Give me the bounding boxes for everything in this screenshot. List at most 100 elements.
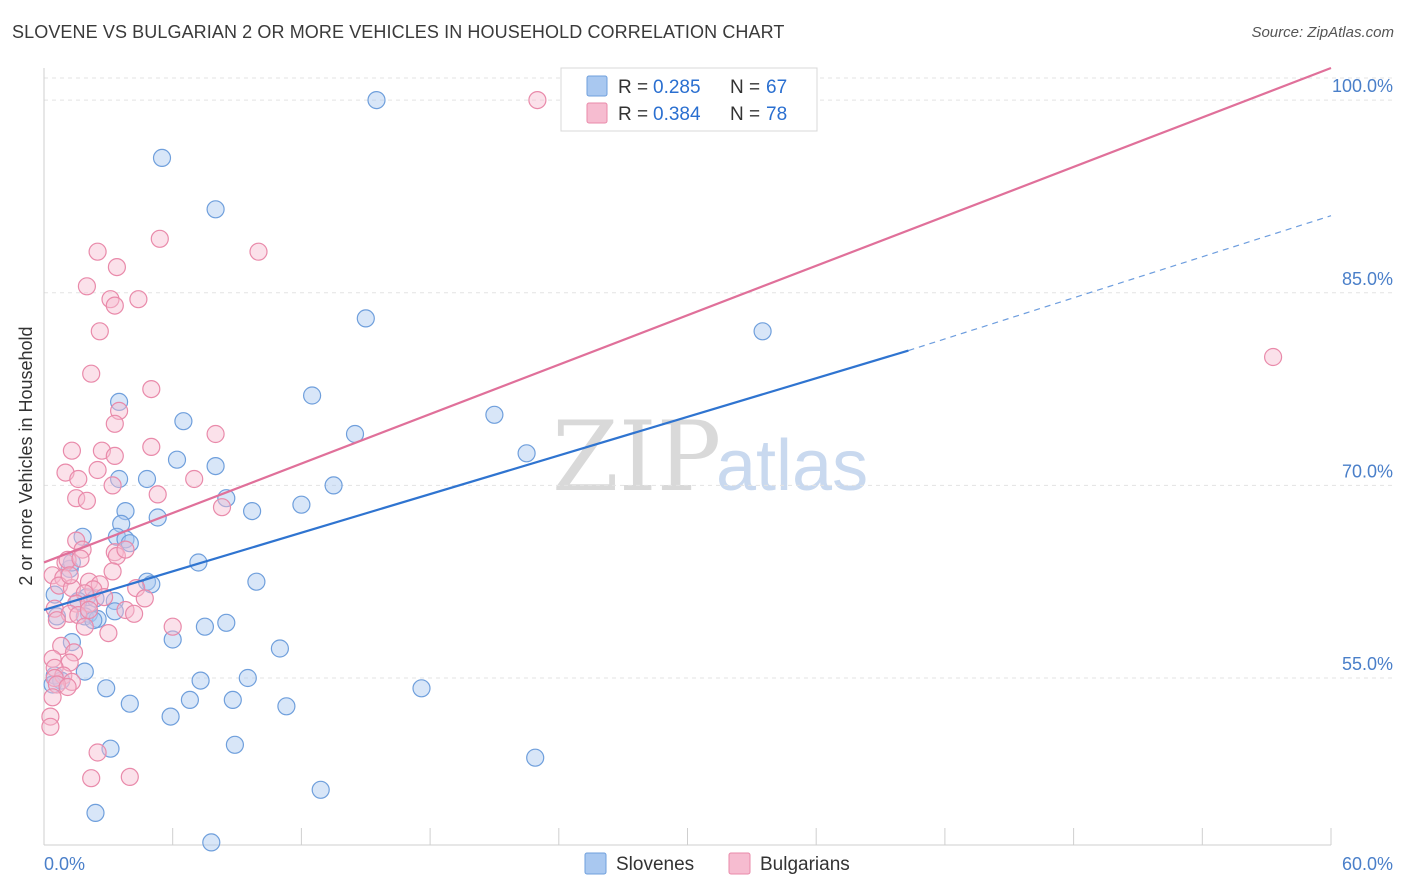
bulgarians-point	[103, 476, 122, 495]
y-tick-label: 70.0%	[1342, 461, 1393, 481]
legend-n-value-slovenes: 67	[766, 77, 787, 98]
slovenes-point	[753, 322, 772, 341]
slovenes-point	[277, 697, 296, 716]
y-tick-labels: 55.0% 70.0% 85.0% 100.0%	[1332, 76, 1393, 674]
bulgarians-point	[71, 549, 90, 568]
slovenes-point	[485, 405, 504, 424]
slovenes-point	[412, 679, 431, 698]
legend-swatch-slovenes	[586, 75, 608, 97]
slovenes-point	[191, 671, 210, 690]
bulgarians-point	[64, 643, 84, 662]
slovenes-point	[45, 585, 64, 604]
watermark-zip: ZIP	[552, 401, 721, 513]
legend-r-value-bulgarians: 0.384	[653, 104, 701, 125]
bulgarians-point	[142, 380, 161, 399]
bulgarians-point	[88, 242, 107, 261]
legend-n-label-1: N =	[730, 77, 760, 98]
bulgarians-point	[105, 296, 124, 315]
slovenes-point	[161, 707, 180, 726]
bottom-legend-swatch-slovenes	[584, 852, 607, 875]
legend-n-value-bulgarians: 78	[766, 104, 787, 125]
slovenes-point	[247, 572, 266, 591]
bulgarians-point	[67, 489, 86, 508]
bulgarians-point	[62, 441, 82, 460]
bulgarians-point	[206, 424, 225, 444]
bulgarians-point	[41, 707, 60, 726]
bulgarians-point	[249, 242, 268, 261]
slovenes-point	[97, 679, 116, 698]
bulgarians-point	[41, 717, 60, 736]
slovenes-point	[217, 613, 236, 632]
slovenes-point	[225, 735, 244, 754]
slovenes-point	[356, 309, 375, 328]
bulgarians-point	[82, 769, 101, 788]
slovenes-point	[303, 386, 322, 405]
slovenes-point	[206, 457, 225, 476]
bottom-legend-label-slovenes: Slovenes	[616, 854, 694, 875]
slovenes-point	[311, 780, 330, 799]
slovenes-point	[243, 502, 262, 521]
bulgarians-point	[212, 498, 232, 517]
slovenes-point	[292, 495, 311, 514]
bulgarians-point	[69, 605, 88, 625]
bulgarians-point	[75, 617, 94, 636]
slovenes-point	[163, 630, 182, 649]
slovenes-point	[517, 444, 536, 463]
bulgarians-point	[163, 617, 182, 636]
bulgarians-point	[105, 446, 124, 465]
x-tick-label-min: 0.0%	[44, 854, 85, 874]
x-ticks	[43, 828, 1332, 845]
slovenes-point	[526, 748, 545, 767]
bulgarians-point	[47, 611, 67, 630]
bulgarians-point	[528, 90, 547, 110]
bulgarians-point	[90, 322, 109, 341]
bulgarians-point	[43, 688, 62, 707]
bulgarians-point	[77, 491, 97, 510]
slovenes-point	[324, 476, 343, 495]
slovenes-point	[195, 617, 214, 636]
slovenes-point	[202, 833, 221, 852]
slovenes-point	[367, 90, 386, 110]
y-tick-label: 85.0%	[1342, 269, 1393, 289]
bulgarians-point	[150, 229, 169, 248]
bulgarians-point	[135, 589, 154, 608]
bulgarians-point	[58, 677, 77, 697]
bulgarians-point	[142, 437, 161, 456]
bulgarians-point	[79, 594, 99, 613]
x-tick-label-max: 60.0%	[1342, 854, 1393, 874]
bulgarians-point	[129, 290, 148, 309]
y-axis-title: 2 or more Vehicles in Household	[16, 326, 36, 585]
bulgarians-point	[103, 562, 122, 581]
legend-r-label-2: R =	[618, 104, 648, 125]
bulgarians-point	[148, 485, 167, 504]
bulgarians-point	[77, 277, 97, 296]
y-tick-label: 55.0%	[1342, 654, 1393, 674]
bulgarians-point	[88, 743, 107, 762]
bulgarians-point	[69, 469, 88, 489]
y-tick-label: 100.0%	[1332, 76, 1393, 96]
slovenes-point	[152, 148, 172, 167]
slovenes-trend-line	[43, 349, 909, 612]
bulgarians-trend-line	[43, 66, 1332, 564]
slovenes-point	[148, 508, 167, 527]
slovenes-point	[174, 412, 193, 431]
series-legend: Slovenes Bulgarians	[584, 852, 850, 875]
bottom-legend-swatch-bulgarians	[728, 852, 751, 875]
watermark-atlas: atlas	[716, 426, 868, 506]
slovenes-trend-extension	[908, 215, 1332, 352]
slovenes-point	[86, 803, 105, 823]
legend-r-value-slovenes: 0.285	[653, 77, 701, 98]
trend-lines	[43, 66, 1332, 612]
legend-r-label-1: R =	[618, 77, 648, 98]
legend-swatch-bulgarians	[586, 102, 608, 124]
slovenes-point	[120, 694, 139, 713]
slovenes-point	[223, 690, 242, 710]
slovenes-point	[270, 639, 289, 658]
bulgarians-point	[125, 604, 144, 623]
slovenes-point	[206, 200, 225, 219]
bulgarians-point	[105, 414, 124, 433]
bulgarians-point	[116, 540, 135, 559]
bulgarians-point	[120, 767, 139, 787]
bulgarians-point	[82, 364, 101, 383]
